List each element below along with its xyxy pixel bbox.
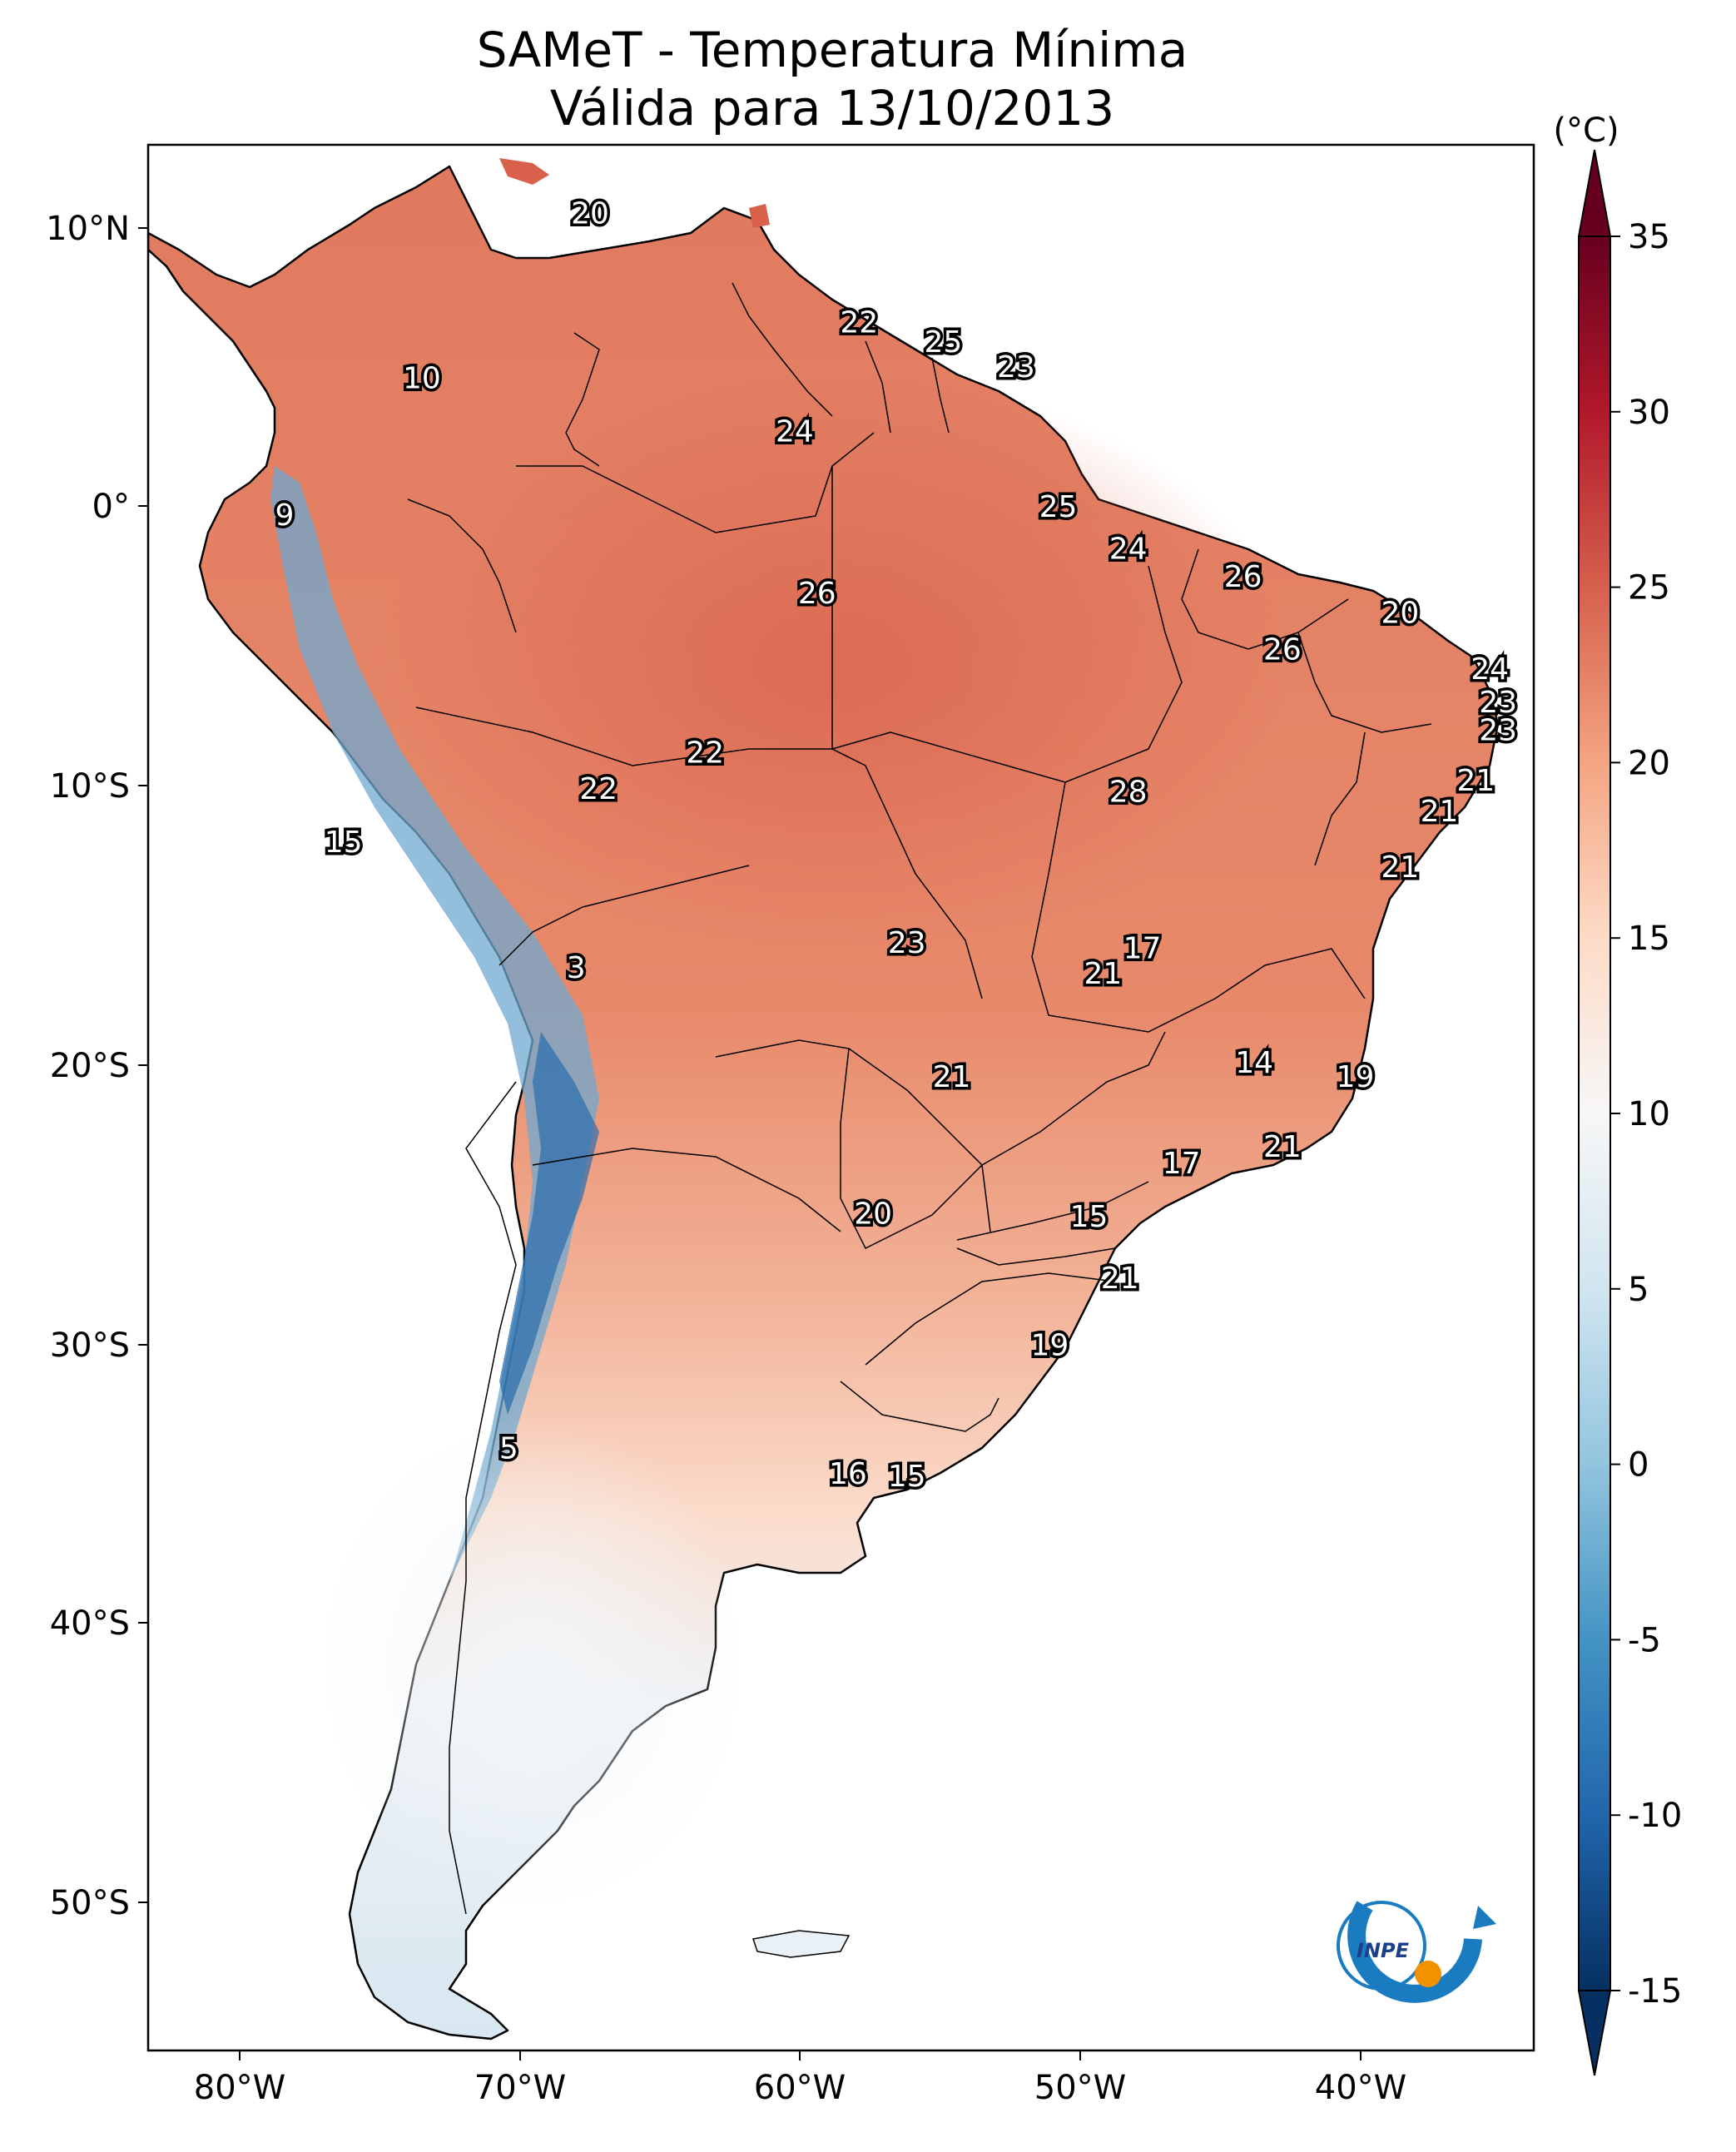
lat-tick-label: 30°S bbox=[50, 1326, 130, 1365]
temperature-label: 16 bbox=[829, 1457, 867, 1491]
temperature-label: 15 bbox=[325, 826, 363, 860]
colorbar-tick-label: 30 bbox=[1628, 394, 1670, 432]
temperature-label: 23 bbox=[1479, 714, 1517, 748]
colorbar-tick-label: -15 bbox=[1628, 1972, 1682, 2011]
lat-tick-label: 10°N bbox=[46, 210, 130, 248]
temperature-label: 23 bbox=[997, 350, 1035, 384]
political-borders bbox=[407, 282, 1432, 1915]
temperature-label: 10 bbox=[403, 362, 441, 396]
temperature-label: 21 bbox=[1084, 957, 1122, 991]
inpe-logo-text: INPE bbox=[1357, 1939, 1410, 1962]
temperature-label: 19 bbox=[1030, 1328, 1069, 1362]
temperature-label: 23 bbox=[888, 926, 926, 960]
temperature-label: 26 bbox=[1263, 632, 1302, 667]
temperature-label: 19 bbox=[1337, 1060, 1375, 1094]
temperature-label: 23 bbox=[1479, 686, 1517, 720]
lon-tick-label: 70°W bbox=[474, 2069, 566, 2107]
andes-deep-cold bbox=[499, 1032, 599, 1415]
colorbar-body bbox=[1579, 236, 1610, 1991]
temperature-label: 24 bbox=[1109, 532, 1148, 566]
temperature-label: 21 bbox=[1456, 764, 1495, 798]
temperature-label: 26 bbox=[798, 577, 836, 611]
colorbar-tick-label: 5 bbox=[1628, 1271, 1649, 1309]
temperature-label: 9 bbox=[275, 498, 294, 533]
lat-tick-label: 20°S bbox=[50, 1047, 130, 1085]
colorbar-ticks: 35 30 25 20 15 10 5 0 -5 -10 -15 bbox=[1610, 218, 1682, 2011]
temperature-label: 22 bbox=[840, 305, 878, 340]
colorbar-tick-label: 15 bbox=[1628, 920, 1670, 958]
temperature-label: 28 bbox=[1109, 776, 1148, 810]
temperature-label: 20 bbox=[571, 196, 609, 231]
colorbar: (°C) 35 30 25 20 15 10 5 0 -5 -10 -15 bbox=[1553, 112, 1682, 2076]
temperature-label: 17 bbox=[1163, 1147, 1201, 1181]
temperature-label: 25 bbox=[1039, 490, 1078, 524]
colorbar-bottom-extension bbox=[1577, 1990, 1612, 2076]
lon-tick-label: 40°W bbox=[1315, 2069, 1406, 2107]
lat-tick-label: 50°S bbox=[50, 1884, 130, 1922]
map-panel bbox=[148, 145, 1534, 2050]
temperature-label: 20 bbox=[1381, 597, 1419, 631]
lon-axis: 80°W 70°W 60°W 50°W 40°W bbox=[194, 2050, 1406, 2107]
colorbar-tick-label: 20 bbox=[1628, 744, 1670, 782]
colorbar-unit-label: (°C) bbox=[1553, 112, 1619, 150]
map-title-line1: SAMeT - Temperatura Mínima bbox=[477, 22, 1188, 78]
lat-tick-label: 0° bbox=[92, 488, 130, 526]
temperature-label: 21 bbox=[1101, 1262, 1139, 1296]
temperature-label: 24 bbox=[776, 414, 814, 449]
map-frame bbox=[146, 143, 1535, 2052]
temperature-label: 5 bbox=[499, 1432, 518, 1466]
temperature-label: 17 bbox=[1123, 932, 1162, 966]
temperature-label: 21 bbox=[1381, 850, 1419, 885]
temperature-label: 22 bbox=[686, 736, 724, 771]
colorbar-tick-label: 10 bbox=[1628, 1095, 1670, 1133]
lon-tick-label: 60°W bbox=[754, 2069, 846, 2107]
lat-tick-label: 40°S bbox=[50, 1604, 130, 1643]
temperature-label: 22 bbox=[579, 772, 618, 806]
colorbar-tick-label: 35 bbox=[1628, 218, 1670, 256]
temperature-label: 20 bbox=[854, 1197, 892, 1232]
temperature-label: 21 bbox=[1263, 1130, 1302, 1164]
lat-axis: 10°N 0° 10°S 20°S 30°S 40°S 50°S bbox=[46, 210, 148, 1922]
temperature-label: 15 bbox=[888, 1460, 926, 1494]
temperature-label: 24 bbox=[1471, 652, 1509, 687]
inpe-logo-icon: INPE bbox=[1337, 1901, 1496, 2003]
temperature-label: 26 bbox=[1224, 560, 1262, 594]
falkland-islands bbox=[752, 1930, 851, 1958]
temperature-label: 21 bbox=[933, 1060, 971, 1094]
colorbar-tick-label: 0 bbox=[1628, 1446, 1649, 1485]
colorbar-top-extension bbox=[1577, 149, 1612, 237]
temperature-label: 14 bbox=[1235, 1046, 1273, 1080]
lon-tick-label: 80°W bbox=[194, 2069, 285, 2107]
temperature-label: 21 bbox=[1421, 795, 1459, 829]
map-title-line2: Válida para 13/10/2013 bbox=[550, 80, 1114, 136]
temperature-label: 25 bbox=[924, 325, 962, 359]
temperature-label: 3 bbox=[567, 951, 586, 985]
colorbar-tick-label: -5 bbox=[1628, 1621, 1661, 1659]
caribbean-islands bbox=[499, 158, 770, 228]
lon-tick-label: 50°W bbox=[1034, 2069, 1126, 2107]
colorbar-tick-label: -10 bbox=[1628, 1797, 1682, 1835]
lat-tick-label: 10°S bbox=[50, 767, 130, 806]
temperature-label: 15 bbox=[1070, 1200, 1109, 1234]
colorbar-tick-label: 25 bbox=[1628, 569, 1670, 607]
